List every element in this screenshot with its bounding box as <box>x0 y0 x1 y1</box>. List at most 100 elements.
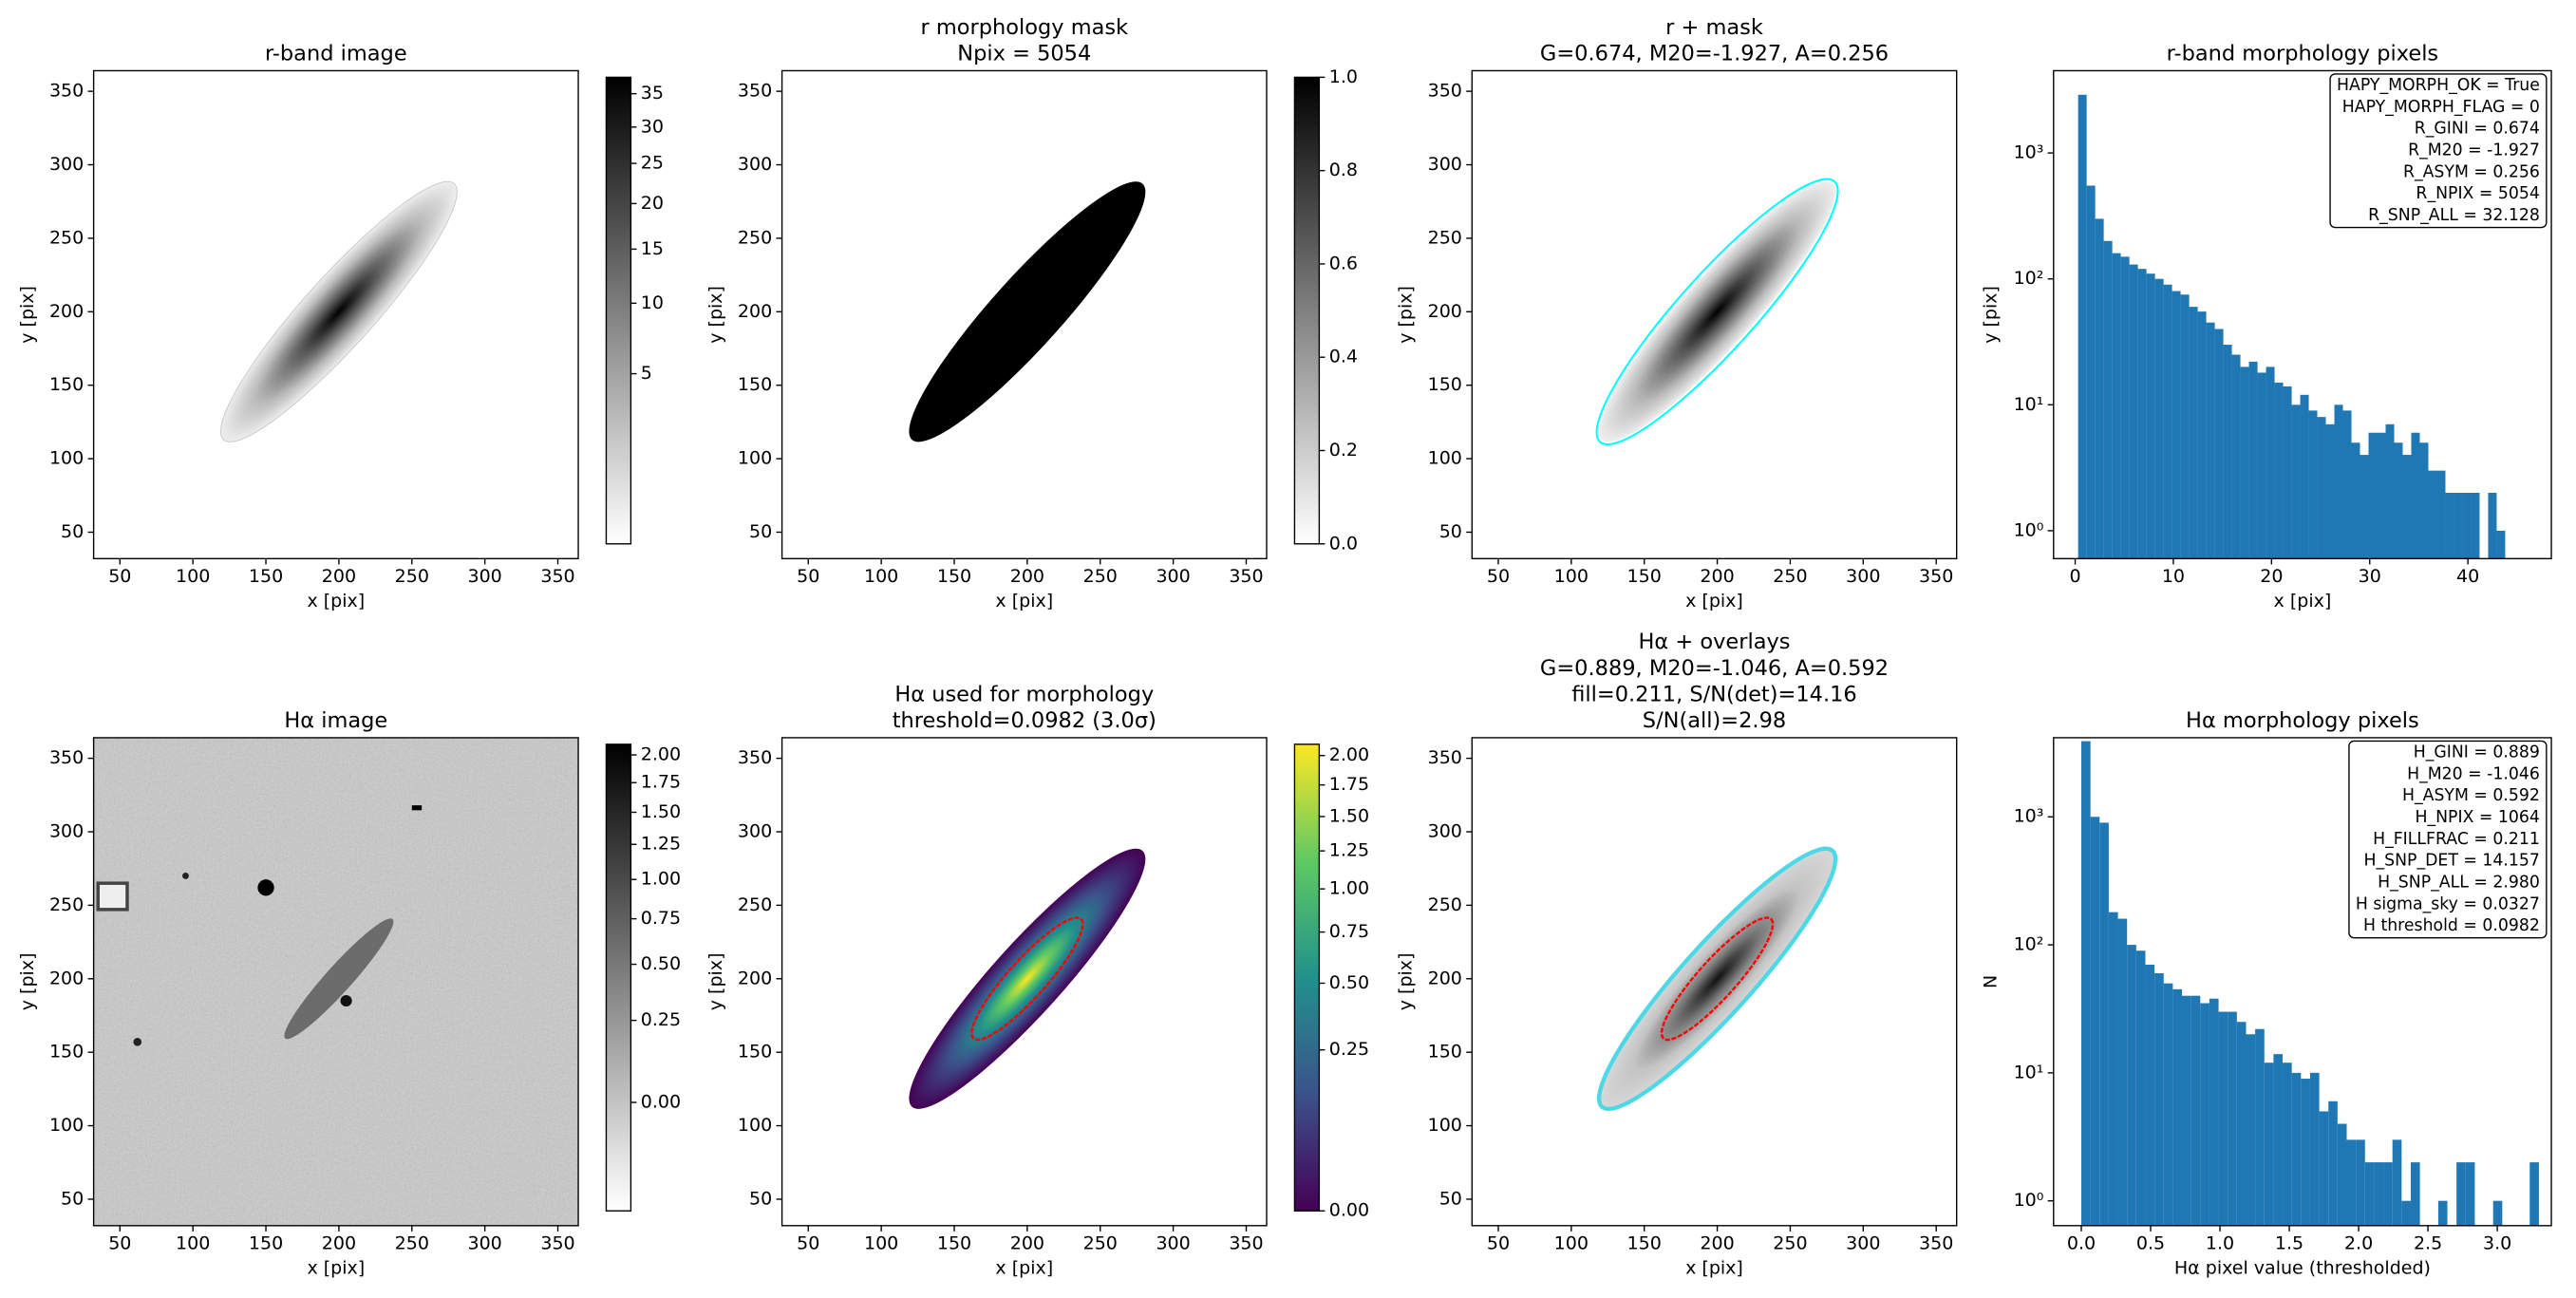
bar <box>2301 1079 2310 1226</box>
bar <box>2248 361 2258 559</box>
bar <box>2325 423 2335 559</box>
y-tick-label: 150 <box>1428 1042 1462 1063</box>
x-tick-label: 350 <box>1919 1232 1953 1253</box>
colorbar-tick-label: 5 <box>641 363 652 384</box>
panel: 50 100 150 200 250 300 350 50 100 150 200 250 300 350… <box>1396 15 1958 611</box>
y-tick-label: 100 <box>738 448 772 469</box>
bar <box>2197 311 2207 559</box>
bar <box>2086 185 2096 559</box>
x-tick-label: 250 <box>395 566 429 587</box>
axes-frame <box>2053 737 2552 1227</box>
annotation-line: H_SNP_DET = 14.157 <box>2363 852 2539 871</box>
bar <box>2137 269 2147 559</box>
bar <box>2200 1003 2209 1226</box>
colorbar-tick-label: 1.75 <box>641 772 681 793</box>
colorbar-tick-label: 0.50 <box>641 953 681 974</box>
colorbar-tick-label: 0.2 <box>1329 440 1358 461</box>
colorbar-tick-label: 0.8 <box>1329 160 1358 180</box>
bar <box>2145 964 2155 1226</box>
colorbar-tick-label: 1.25 <box>641 834 681 855</box>
colorbar-tick-label: 1.75 <box>1329 774 1369 795</box>
x-tick-label: 3.0 <box>2483 1232 2511 1253</box>
x-tick-label: 50 <box>1487 566 1510 587</box>
bar <box>2356 1139 2365 1226</box>
y-tick-label: 300 <box>738 154 772 175</box>
bar <box>2291 404 2301 559</box>
y-tick-label: 350 <box>1428 81 1462 102</box>
bar <box>2283 1063 2292 1226</box>
y-tick-label: 150 <box>49 374 84 395</box>
x-tick-label: 150 <box>937 566 971 587</box>
axes-frame <box>1471 69 1958 560</box>
x-tick-label: 150 <box>249 1232 283 1253</box>
galaxy <box>1599 181 1836 442</box>
bar <box>2351 442 2360 559</box>
y-tick-label: 250 <box>49 227 84 248</box>
x-tick-label: 1.5 <box>2275 1232 2303 1253</box>
galaxy <box>219 180 458 442</box>
bar <box>2182 995 2191 1226</box>
x-tick-label: 200 <box>1010 1232 1044 1253</box>
bar <box>2236 1022 2247 1226</box>
x-axis-label: Hα pixel value (thresholded) <box>2174 1257 2431 1278</box>
y-axis-label: y [pix] <box>1396 952 1417 1010</box>
bar <box>2154 278 2164 559</box>
x-tick-label: 200 <box>1700 566 1734 587</box>
bar <box>2346 1139 2357 1226</box>
annotation-line: R_ASYM = 0.256 <box>2403 162 2540 181</box>
panel-title: threshold=0.0982 (3.0σ) <box>893 708 1156 733</box>
panel: 50 100 150 200 250 300 350 50 100 150 200 250 300 350… <box>705 15 1358 611</box>
annotation-line: H_FILLFRAC = 0.211 <box>2373 830 2540 849</box>
y-tick-label: 150 <box>1428 374 1462 395</box>
panel: 0.0 0.5 1.0 1.5 2.0 2.5 3.0 10⁰ 10¹ 10² 10³ Hα pixe… <box>1981 708 2552 1278</box>
bar <box>2291 1072 2302 1226</box>
bar <box>2163 284 2172 559</box>
annotation-line: H threshold = 0.0982 <box>2363 916 2540 935</box>
x-tick-label: 250 <box>1083 566 1118 587</box>
x-tick-label: 300 <box>467 1232 501 1253</box>
panel-title: r morphology mask <box>920 15 1128 40</box>
x-tick-label: 100 <box>176 1232 210 1253</box>
bar <box>2228 1011 2237 1226</box>
bar <box>2411 432 2420 559</box>
bar <box>2309 1072 2320 1226</box>
axes-frame <box>92 737 579 1227</box>
y-axis-label: y [pix] <box>1396 286 1417 344</box>
y-tick-label: 350 <box>738 747 772 768</box>
y-axis-label: y [pix] <box>1981 286 2002 344</box>
colorbar-tick-label: 15 <box>641 238 664 259</box>
bar <box>2127 945 2136 1226</box>
y-tick-label: 200 <box>738 301 772 322</box>
colorbar-tick-label: 1.50 <box>1329 805 1369 826</box>
panel-title: Hα + overlays <box>1638 630 1790 654</box>
plot-area <box>781 737 1268 1226</box>
x-tick-label: 350 <box>1229 1232 1263 1253</box>
x-axis-label: x [pix] <box>1685 1257 1743 1278</box>
bar <box>2255 1028 2265 1226</box>
y-tick-label: 50 <box>749 1188 772 1209</box>
bar <box>2209 998 2219 1226</box>
y-tick-label: 150 <box>738 374 772 395</box>
y-tick-label: 100 <box>1428 448 1462 469</box>
bar <box>2428 470 2437 559</box>
panel-title: Npix = 5054 <box>957 42 1091 66</box>
plot-area <box>2053 737 2552 1226</box>
colorbar-tick-label: 0.25 <box>1329 1039 1369 1060</box>
y-tick-label: 250 <box>49 894 84 915</box>
y-tick-label: 300 <box>738 820 772 841</box>
x-tick-label: 250 <box>1773 566 1807 587</box>
bar <box>2392 1139 2402 1226</box>
x-tick-label: 50 <box>108 566 131 587</box>
bar <box>2383 1162 2393 1226</box>
bar <box>2172 988 2183 1226</box>
x-tick-label: 250 <box>1773 1232 1807 1253</box>
panel-title: fill=0.211, S/N(det)=14.16 <box>1571 682 1857 706</box>
annotation-line: H_GINI = 0.889 <box>2414 743 2540 762</box>
y-tick-label: 100 <box>1428 1115 1462 1136</box>
bar <box>2090 817 2100 1226</box>
contour <box>1660 916 1775 1042</box>
x-axis-label: x [pix] <box>307 591 365 611</box>
x-tick-label: 0 <box>2069 566 2080 587</box>
panel-title: Hα morphology pixels <box>2186 708 2419 733</box>
axes-frame <box>780 69 1268 560</box>
